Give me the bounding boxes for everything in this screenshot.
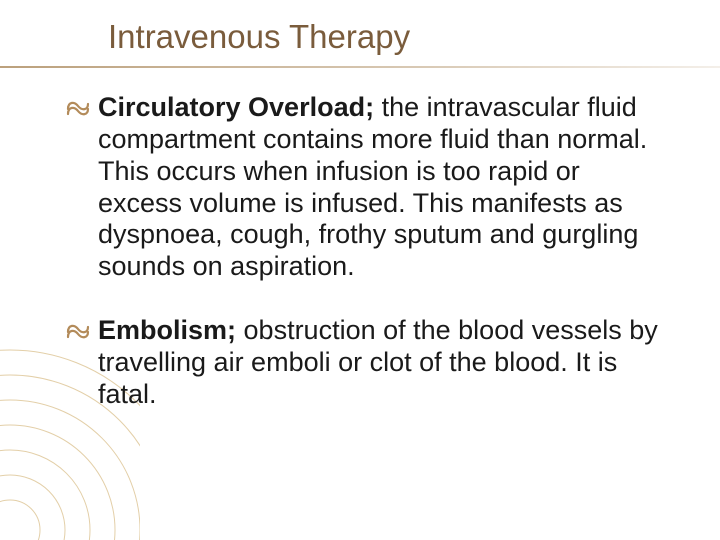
bullet-item: Circulatory Overload; the intravascular … <box>66 92 662 283</box>
title-underline <box>0 66 720 68</box>
slide-title: Intravenous Therapy <box>108 18 672 56</box>
bullet-lead: Embolism; <box>98 315 244 345</box>
bullet-item: Embolism; obstruction of the blood vesse… <box>66 315 662 411</box>
scroll-bullet-icon <box>66 98 90 120</box>
slide: Intravenous Therapy Circulatory Overload… <box>0 0 720 540</box>
bullet-lead: Circulatory Overload; <box>98 92 382 122</box>
body-area: Circulatory Overload; the intravascular … <box>48 92 672 411</box>
scroll-bullet-icon <box>66 321 90 343</box>
